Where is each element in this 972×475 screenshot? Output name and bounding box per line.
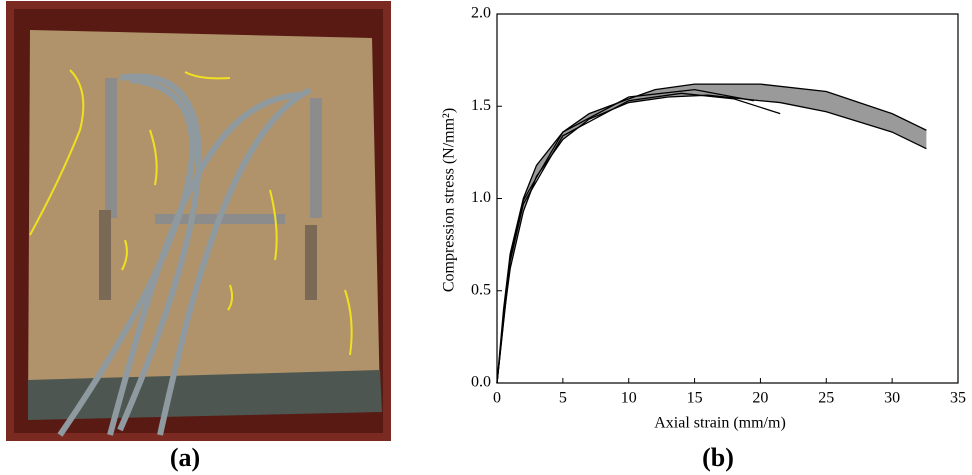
figure: (a) (b) Axial strain (mm/m) Compression …	[0, 0, 972, 475]
photo	[10, 5, 387, 437]
x-tick-label: 0	[493, 390, 501, 407]
y-tick-label: 1.0	[471, 189, 491, 206]
y-axis-label: Compression stress (N/mm²)	[441, 108, 458, 292]
y-tick-label: 0.5	[471, 281, 491, 298]
x-tick-label: 35	[950, 390, 966, 407]
x-tick-label: 5	[559, 390, 567, 407]
curve	[497, 84, 926, 383]
x-tick-label: 30	[884, 390, 900, 407]
caption: (a)	[170, 443, 200, 472]
y-tick-label: 2.0	[471, 5, 491, 22]
band	[497, 84, 926, 383]
plot-frame	[497, 14, 958, 383]
x-tick-label: 20	[752, 390, 768, 407]
caption: (b)	[702, 443, 734, 472]
y-tick-label: 1.5	[471, 97, 491, 114]
curve	[497, 90, 754, 383]
y-tick-label: 0.0	[471, 374, 491, 391]
curve	[497, 93, 780, 383]
x-tick-label: 25	[818, 390, 834, 407]
x-tick-label: 10	[621, 390, 637, 407]
x-axis-label: Axial strain (mm/m)	[654, 415, 786, 432]
x-tick-label: 15	[687, 390, 703, 407]
